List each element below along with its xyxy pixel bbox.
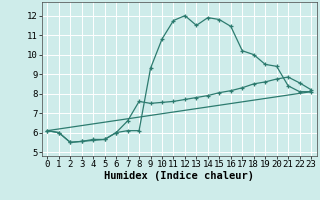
X-axis label: Humidex (Indice chaleur): Humidex (Indice chaleur) xyxy=(104,171,254,181)
